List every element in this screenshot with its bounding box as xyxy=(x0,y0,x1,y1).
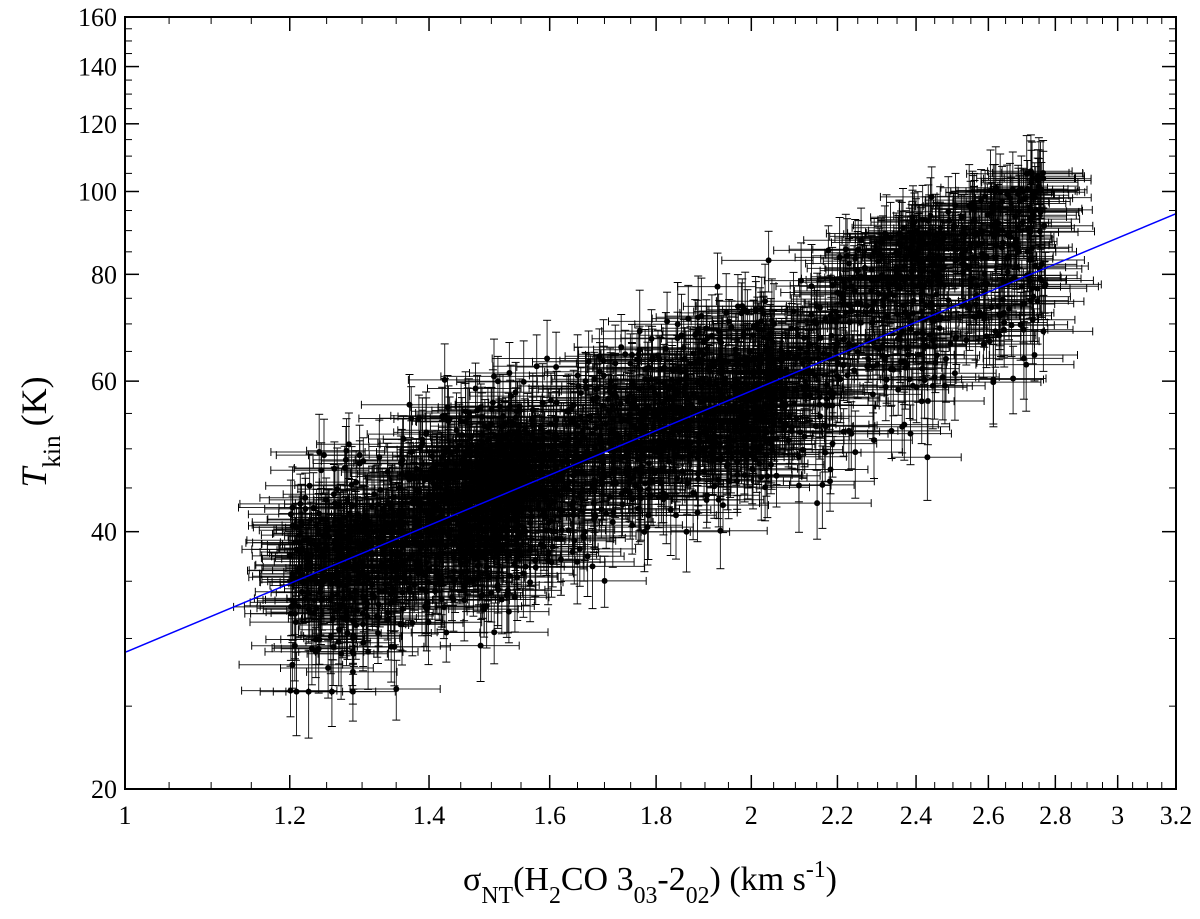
point-marker xyxy=(871,437,877,443)
point-marker xyxy=(610,519,616,525)
point-marker xyxy=(393,686,399,692)
point-marker xyxy=(343,457,349,463)
point-marker xyxy=(819,482,825,488)
point-marker xyxy=(602,578,608,584)
point-marker xyxy=(491,629,497,635)
point-marker xyxy=(307,483,313,489)
point-marker xyxy=(590,563,596,569)
